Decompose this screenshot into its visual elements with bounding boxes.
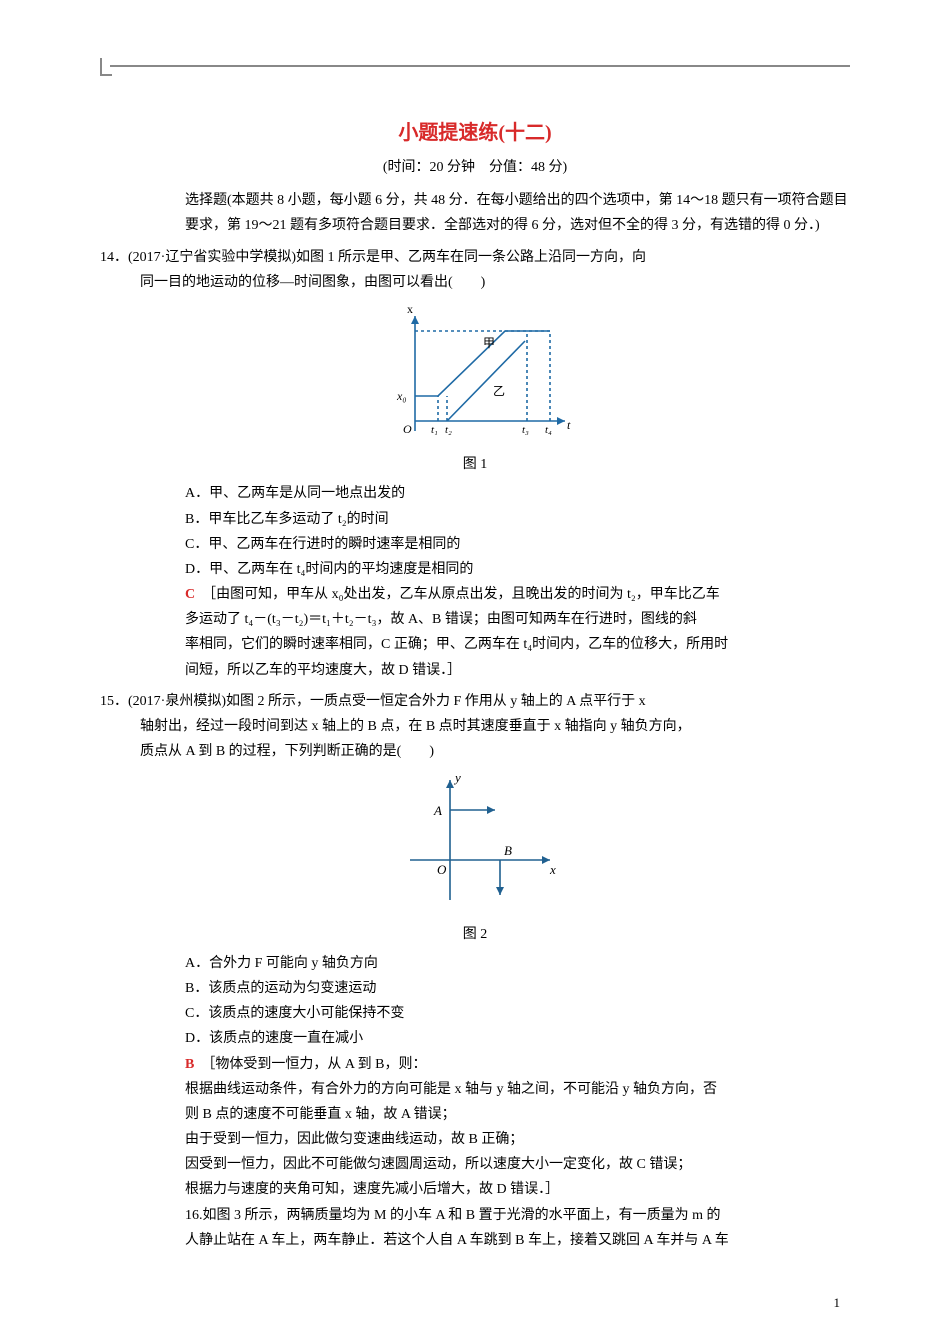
page-number: 1: [834, 1291, 841, 1314]
svg-text:甲: 甲: [483, 336, 495, 350]
q14-option-d: D．甲、乙两车在 t₄时间内的平均速度是相同的: [185, 557, 850, 582]
svg-text:x: x: [407, 302, 413, 316]
q16-number: 16.: [185, 1208, 203, 1223]
q14-exp-1: ［由图可知，甲车从 x₀处出发，乙车从原点出发，且晚出发的时间为 t₂，甲车比乙…: [209, 587, 720, 602]
exam-instructions: 选择题(本题共 8 小题，每小题 6 分，共 48 分．在每小题给出的四个选项中…: [185, 188, 850, 238]
q14-answer: C: [185, 587, 195, 602]
q15-stem: 15．(2017·泉州模拟)如图 2 所示，一质点受一恒定合外力 F 作用从 y…: [140, 689, 850, 714]
svg-text:x: x: [549, 862, 556, 877]
q14-stem-line1: 如图 1 所示是甲、乙两车在同一条公路上沿同一方向，向: [296, 250, 646, 265]
header-tick: [100, 58, 112, 76]
q14-number: 14．: [100, 250, 128, 265]
q15-stem-line1: 如图 2 所示，一质点受一恒定合外力 F 作用从 y 轴上的 A 点平行于 x: [226, 694, 646, 709]
q15-option-c: C．该质点的速度大小可能保持不变: [185, 1001, 850, 1026]
figure-1-caption: 图 1: [100, 452, 850, 477]
svg-text:t₁: t₁: [431, 424, 438, 436]
q14-exp-2: 多运动了 t₄－(t₃－t₂)＝t₁＋t₂－t₃，故 A、B 错误；由图可知两车…: [185, 612, 697, 627]
figure-2: y x O A B: [100, 770, 850, 919]
svg-text:O: O: [403, 422, 412, 436]
q14-exp-3: 率相同，它们的瞬时速率相同，C 正确；甲、乙两车在 t₄时间内，乙车的位移大，所…: [185, 637, 728, 652]
page-subtitle: (时间：20 分钟 分值：48 分): [100, 155, 850, 180]
svg-text:乙: 乙: [493, 384, 505, 398]
q15-source: (2017·泉州模拟): [128, 694, 226, 709]
q15-exp-5: 因受到一恒力，因此不可能做匀速圆周运动，所以速度大小一定变化，故 C 错误；: [185, 1157, 691, 1172]
figure-2-caption: 图 2: [100, 922, 850, 947]
svg-text:t: t: [567, 418, 571, 432]
q14-stem: 14．(2017·辽宁省实验中学模拟)如图 1 所示是甲、乙两车在同一条公路上沿…: [140, 245, 850, 270]
q14-option-b: B．甲车比乙车多运动了 t₂的时间: [185, 507, 850, 532]
q14-option-c: C．甲、乙两车在行进时的瞬时速率是相同的: [185, 532, 850, 557]
q15-exp-3: 则 B 点的速度不可能垂直 x 轴，故 A 错误；: [185, 1107, 456, 1122]
q15-answer: B: [185, 1057, 194, 1072]
q15-options: A．合外力 F 可能向 y 轴负方向 B．该质点的运动为匀变速运动 C．该质点的…: [185, 951, 850, 1052]
figure-1: x t O x₀ t₁ t₂ t₃ t₄ 甲 乙: [100, 301, 850, 450]
q14-options: A．甲、乙两车是从同一地点出发的 B．甲车比乙车多运动了 t₂的时间 C．甲、乙…: [185, 481, 850, 582]
svg-text:y: y: [453, 770, 461, 785]
q15-stem-line2: 轴射出，经过一段时间到达 x 轴上的 B 点，在 B 点时其速度垂直于 x 轴指…: [140, 714, 850, 739]
q15-option-a: A．合外力 F 可能向 y 轴负方向: [185, 951, 850, 976]
q15-number: 15．: [100, 694, 128, 709]
q15-exp-2: 根据曲线运动条件，有合外力的方向可能是 x 轴与 y 轴之间，不可能沿 y 轴负…: [185, 1082, 717, 1097]
svg-text:A: A: [433, 803, 442, 818]
q14-source: (2017·辽宁省实验中学模拟): [128, 250, 296, 265]
q15-exp-4: 由于受到一恒力，因此做匀变速曲线运动，故 B 正确；: [185, 1132, 523, 1147]
svg-text:O: O: [437, 862, 447, 877]
svg-text:t₂: t₂: [445, 424, 452, 436]
q15-option-b: B．该质点的运动为匀变速运动: [185, 976, 850, 1001]
q14-stem-line2: 同一目的地运动的位移—时间图象，由图可以看出( ): [140, 270, 850, 295]
question-14: 14．(2017·辽宁省实验中学模拟)如图 1 所示是甲、乙两车在同一条公路上沿…: [100, 245, 850, 683]
q15-explanation: B ［物体受到一恒力，从 A 到 B，则： 根据曲线运动条件，有合外力的方向可能…: [185, 1052, 850, 1203]
page-title: 小题提速练(十二): [100, 115, 850, 151]
q15-stem-line3: 质点从 A 到 B 的过程，下列判断正确的是( ): [140, 739, 850, 764]
header-rule: [110, 65, 850, 67]
q14-option-a: A．甲、乙两车是从同一地点出发的: [185, 481, 850, 506]
q14-exp-4: 间短，所以乙车的平均速度大，故 D 错误．］: [185, 663, 461, 678]
svg-text:x₀: x₀: [396, 389, 407, 403]
q16-stem-line2: 人静止站在 A 车上，两车静止．若这个人自 A 车跳到 B 车上，接着又跳回 A…: [185, 1233, 729, 1248]
q15-exp-1: ［物体受到一恒力，从 A 到 B，则：: [208, 1057, 426, 1072]
q15-option-d: D．该质点的速度一直在减小: [185, 1026, 850, 1051]
svg-text:t₃: t₃: [522, 424, 529, 436]
svg-text:B: B: [504, 843, 512, 858]
question-16: 16.如图 3 所示，两辆质量均为 M 的小车 A 和 B 置于光滑的水平面上，…: [185, 1203, 850, 1253]
svg-text:t₄: t₄: [545, 424, 552, 436]
q15-exp-6: 根据力与速度的夹角可知，速度先减小后增大，故 D 错误．］: [185, 1182, 559, 1197]
q14-explanation: C ［由图可知，甲车从 x₀处出发，乙车从原点出发，且晚出发的时间为 t₂，甲车…: [185, 582, 850, 683]
question-15: 15．(2017·泉州模拟)如图 2 所示，一质点受一恒定合外力 F 作用从 y…: [100, 689, 850, 1253]
q16-stem-line1: 如图 3 所示，两辆质量均为 M 的小车 A 和 B 置于光滑的水平面上，有一质…: [203, 1208, 721, 1223]
